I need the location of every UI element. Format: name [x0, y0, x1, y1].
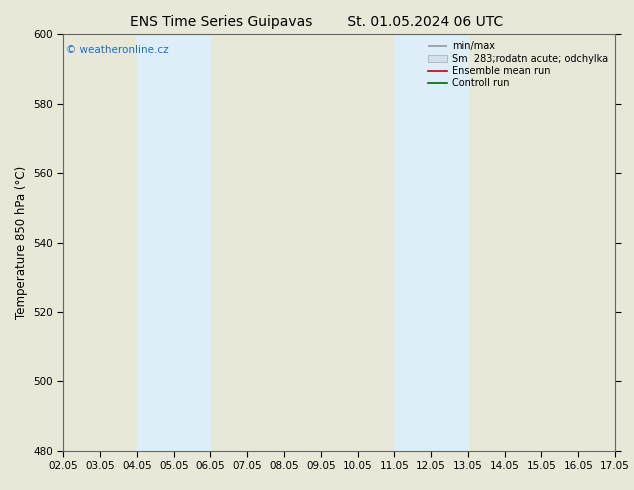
Text: © weatheronline.cz: © weatheronline.cz: [66, 45, 169, 55]
Bar: [137, 34, 210, 451]
Bar: [394, 34, 468, 451]
Y-axis label: Temperature 850 hPa (°C): Temperature 850 hPa (°C): [15, 166, 28, 319]
Text: ENS Time Series Guipavas        St. 01.05.2024 06 UTC: ENS Time Series Guipavas St. 01.05.2024 …: [131, 15, 503, 29]
Legend: min/max, Sm  283;rodatn acute; odchylka, Ensemble mean run, Controll run: min/max, Sm 283;rodatn acute; odchylka, …: [426, 39, 610, 90]
